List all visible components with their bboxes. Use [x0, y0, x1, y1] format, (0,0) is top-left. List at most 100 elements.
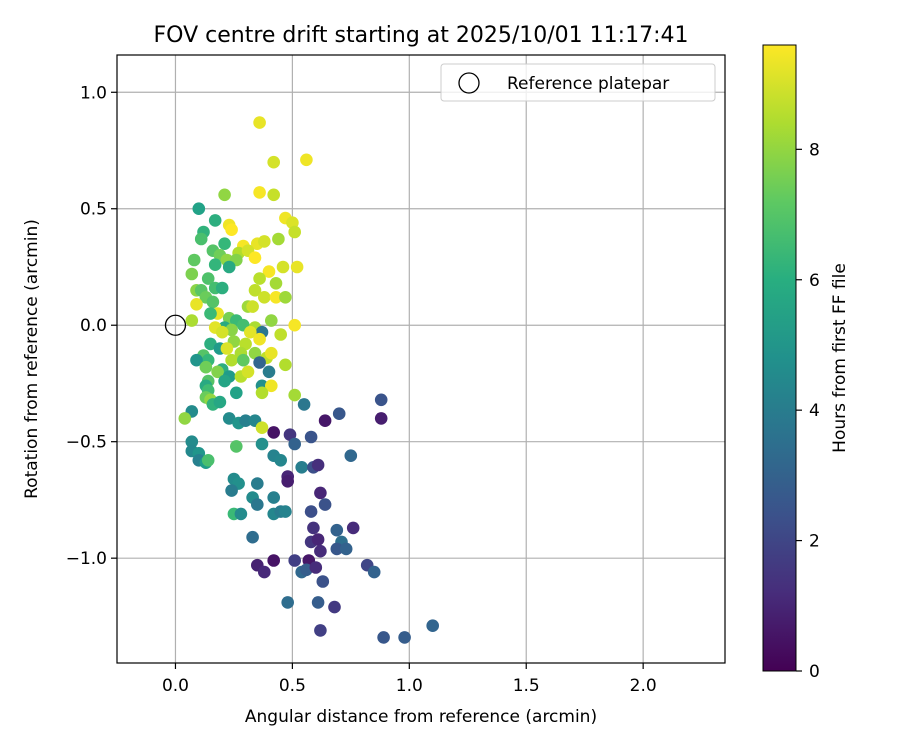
data-point-81 — [253, 356, 266, 369]
data-point-44 — [279, 291, 292, 304]
data-point-153 — [246, 530, 259, 544]
data-point-19 — [272, 232, 285, 246]
data-point-169 — [316, 575, 330, 588]
data-point-28 — [208, 258, 222, 272]
colorbar-tick-label-0: 0 — [809, 662, 820, 682]
data-point-41 — [248, 284, 262, 297]
data-point-175 — [377, 631, 390, 644]
legend-reference-marker — [458, 72, 480, 94]
grid-lines — [117, 55, 725, 663]
y-tick-label-0: 1.0 — [80, 83, 107, 103]
data-point-6 — [192, 202, 206, 215]
data-point-121 — [230, 440, 243, 453]
data-point-18 — [258, 235, 271, 248]
data-point-15 — [218, 237, 231, 250]
data-point-69 — [204, 337, 217, 351]
data-point-30 — [185, 267, 199, 281]
data-point-5 — [218, 188, 231, 202]
data-point-46 — [190, 298, 203, 311]
data-point-68 — [239, 337, 252, 351]
y-tick-label-3: −0.5 — [66, 433, 107, 453]
data-point-2 — [300, 153, 313, 167]
data-point-103 — [297, 398, 311, 411]
data-point-102 — [288, 388, 302, 402]
y-axis-ticks: 1.0 0.5 0.0 −0.5 −1.0 — [66, 83, 117, 569]
data-point-52 — [185, 314, 199, 327]
data-point-142 — [250, 498, 264, 511]
x-tick-label-2: 1.0 — [396, 676, 423, 696]
data-point-32 — [276, 260, 290, 274]
data-point-101 — [213, 395, 227, 409]
data-point-36 — [201, 272, 215, 285]
data-point-115 — [267, 426, 281, 439]
data-point-162 — [267, 554, 281, 567]
data-point-71 — [220, 342, 234, 355]
data-point-110 — [255, 421, 269, 435]
data-point-150 — [307, 521, 320, 535]
data-point-116 — [283, 428, 297, 442]
data-point-79 — [225, 353, 238, 367]
data-point-141 — [267, 491, 281, 504]
data-point-82 — [279, 358, 292, 372]
data-point-24 — [187, 253, 201, 267]
data-point-145 — [234, 507, 248, 521]
data-point-55 — [265, 314, 278, 327]
data-point-161 — [288, 554, 302, 567]
data-point-88 — [241, 365, 255, 379]
legend-reference-label: Reference platepar — [507, 74, 669, 94]
data-point-3 — [253, 186, 266, 199]
data-point-85 — [211, 365, 224, 379]
data-point-14 — [194, 232, 208, 246]
data-point-158 — [314, 544, 327, 558]
data-point-80 — [237, 353, 250, 367]
data-point-66 — [253, 332, 266, 346]
x-tick-label-3: 1.5 — [513, 676, 540, 696]
data-point-174 — [314, 624, 327, 637]
colorbar-label: Hours from first FF file — [830, 263, 850, 453]
data-point-139 — [314, 486, 327, 500]
data-point-51 — [204, 307, 217, 320]
data-point-129 — [201, 454, 215, 467]
data-point-111 — [332, 407, 346, 421]
chart-title: FOV centre drift starting at 2025/10/01 … — [154, 23, 689, 48]
reference-platepar-marker — [164, 314, 187, 336]
data-point-120 — [288, 437, 302, 451]
data-point-148 — [279, 505, 292, 518]
data-point-75 — [265, 346, 278, 360]
data-point-58 — [225, 323, 238, 337]
y-tick-label-4: −1.0 — [66, 549, 107, 569]
data-point-61 — [215, 325, 229, 339]
data-point-155 — [311, 533, 325, 546]
data-point-151 — [330, 523, 344, 537]
data-point-173 — [328, 600, 341, 614]
data-point-73 — [248, 346, 262, 360]
data-points — [178, 116, 440, 644]
colorbar-tick-label-4: 8 — [809, 140, 820, 160]
data-point-112 — [318, 414, 332, 428]
data-point-13 — [225, 223, 238, 236]
data-point-170 — [367, 565, 381, 579]
data-point-134 — [281, 475, 295, 488]
x-axis-label: Angular distance from reference (arcmin) — [245, 707, 597, 727]
colorbar-gradient — [762, 44, 797, 672]
data-point-42 — [258, 291, 271, 304]
data-point-149 — [304, 505, 318, 518]
data-point-0 — [253, 116, 266, 129]
legend: Reference platepar — [440, 63, 716, 102]
data-point-78 — [190, 353, 203, 367]
data-point-96 — [230, 386, 243, 400]
data-point-63 — [274, 328, 288, 341]
data-point-119 — [255, 437, 269, 451]
data-point-64 — [288, 318, 302, 332]
data-point-11 — [288, 225, 302, 239]
data-point-29 — [222, 260, 236, 274]
data-point-91 — [218, 374, 231, 388]
data-point-4 — [267, 188, 281, 202]
data-point-113 — [374, 412, 388, 425]
x-tick-label-0: 0.0 — [162, 676, 189, 696]
data-point-176 — [398, 631, 411, 644]
reference-marker — [164, 314, 187, 336]
data-point-118 — [185, 435, 199, 449]
data-point-165 — [258, 565, 271, 579]
